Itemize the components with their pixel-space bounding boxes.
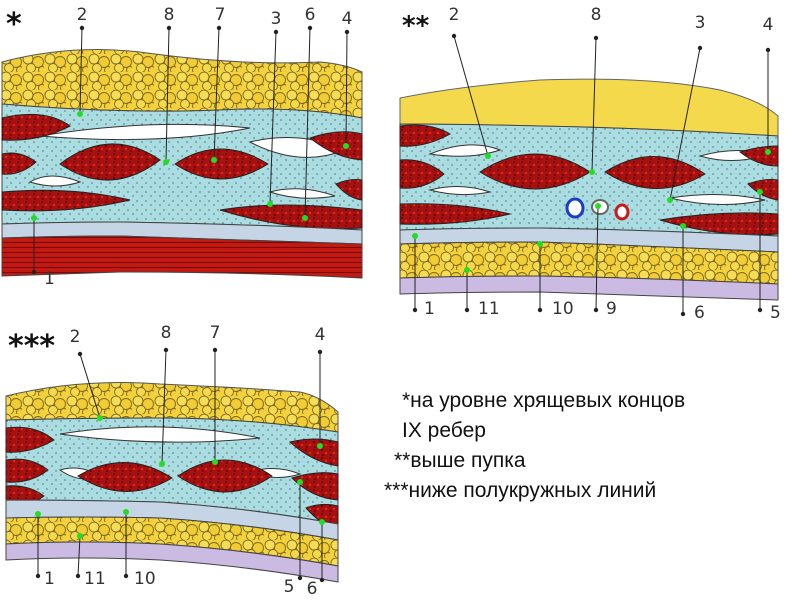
p1-label-number: 6 (305, 5, 316, 25)
p2-vein (567, 199, 583, 217)
p1-pointer-dot (343, 143, 349, 149)
p1-pointer-dot (77, 111, 83, 117)
p2-pointer-knob (594, 308, 598, 312)
p1-pointer-knob (32, 270, 36, 274)
p2-pointer-knob (698, 46, 702, 50)
p2-label-number: 9 (606, 299, 617, 319)
p1-label-number: 8 (164, 5, 175, 25)
legend: *на уровне хрящевых концов IX ребер **вы… (384, 386, 685, 506)
p1-deep-muscle (2, 236, 362, 278)
p1-label-number: 7 (215, 5, 226, 25)
p1-pointer-dot (302, 215, 308, 221)
legend-line-4: ***ниже полукружных линий (384, 476, 685, 506)
p3-pointer-dot (159, 461, 165, 467)
p3-label-number: 1 (44, 569, 55, 589)
p2-pointer-knob (538, 308, 542, 312)
p3-pointer-knob (78, 352, 82, 356)
p3-label-number: 11 (84, 569, 106, 589)
p2-pointer-dot (757, 189, 763, 195)
panel-3-mark: *** (8, 329, 55, 364)
p3-pointer-dot (123, 509, 129, 515)
p2-label-number: 10 (552, 299, 574, 319)
p2-pointer-knob (766, 48, 770, 52)
p1-pointer-knob (345, 30, 349, 34)
panel-2-section: ** (400, 11, 778, 300)
p3-pointer-knob (124, 574, 128, 578)
p2-pointer-knob (413, 308, 417, 312)
p2-label-number: 8 (591, 5, 602, 25)
p1-label-number: 3 (271, 9, 282, 29)
p3-pointer-knob (213, 348, 217, 352)
legend-line-3: **выше пупка (384, 446, 685, 476)
p2-label-number: 1 (424, 299, 435, 319)
p3-pointer-knob (298, 576, 302, 580)
p2-pointer-knob (758, 308, 762, 312)
p2-label-number: 5 (770, 303, 781, 323)
panel-1-mark: * (6, 7, 22, 42)
p3-pointer-dot (317, 443, 323, 449)
legend-line-1: *на уровне хрящевых концов (384, 386, 685, 416)
p3-label-number: 7 (210, 323, 221, 343)
p1-pointer-dot (163, 159, 169, 165)
legend-line-2: IX ребер (384, 416, 685, 446)
p2-pointer-dot (765, 149, 771, 155)
p1-pointer-knob (217, 26, 221, 30)
p2-label-number: 6 (694, 303, 705, 323)
p1-pointer-dot (211, 157, 217, 163)
p3-label-number: 5 (284, 577, 295, 597)
p1-label-number: 2 (77, 5, 88, 25)
p2-pointer-dot (412, 233, 418, 239)
p3-pointer-dot (35, 511, 41, 517)
p2-label-number: 11 (478, 299, 500, 319)
p2-pointer-knob (594, 36, 598, 40)
p3-pointer-knob (164, 348, 168, 352)
p1-pointer-dot (267, 201, 273, 207)
p3-label-number: 6 (307, 579, 318, 599)
p2-pointer-dot (595, 203, 601, 209)
p3-label-number: 10 (134, 569, 156, 589)
p1-pointer-dot (31, 215, 37, 221)
p3-pointer-dot (319, 519, 325, 525)
p3-pointer-dot (212, 459, 218, 465)
p2-pointer-dot (680, 223, 686, 229)
p3-pointer-dot (97, 415, 103, 421)
p2-pointer-knob (681, 312, 685, 316)
p2-label-number: 4 (763, 15, 774, 35)
p2-pointer-dot (485, 153, 491, 159)
p2-pointer-dot (464, 267, 470, 273)
p1-pointer-knob (167, 26, 171, 30)
p3-pointer-dot (77, 533, 83, 539)
p2-pointer-knob (465, 308, 469, 312)
p3-label-number: 2 (70, 327, 81, 347)
p1-pointer-knob (80, 26, 84, 30)
panel-1-section: * (2, 7, 362, 278)
p3-pointer-knob (76, 574, 80, 578)
p2-pointer-knob (452, 34, 456, 38)
p1-pointer-knob (274, 30, 278, 34)
p3-label-number: 8 (161, 323, 172, 343)
panel-2-mark: ** (402, 11, 430, 41)
p2-artery (616, 205, 628, 219)
p2-label-number: 2 (449, 5, 460, 25)
p1-label-number: 1 (44, 269, 55, 289)
p2-label-number: 3 (695, 13, 706, 33)
p3-pointer-knob (320, 578, 324, 582)
p3-label-number: 4 (315, 325, 326, 345)
panel-3-section: *** (6, 329, 338, 582)
p3-pointer-dot (297, 479, 303, 485)
p1-pointer-knob (308, 26, 312, 30)
p1-label-number: 4 (342, 9, 353, 29)
p2-pointer-dot (589, 169, 595, 175)
p3-pointer-knob (36, 574, 40, 578)
p2-pointer-dot (537, 241, 543, 247)
p3-pointer-knob (318, 350, 322, 354)
p2-pointer-dot (667, 197, 673, 203)
